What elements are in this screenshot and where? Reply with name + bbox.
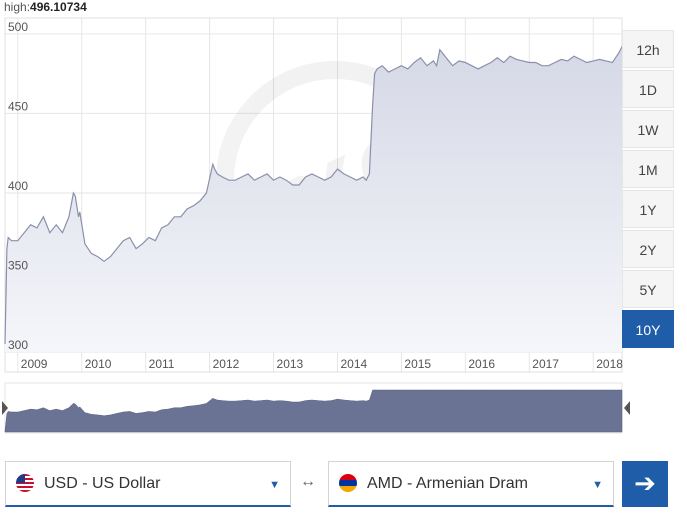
main-series-line [4, 46, 623, 345]
x-axis: 2009 2010 2011 2012 2013 2014 2015 2016 2017 2018 [21, 357, 623, 371]
range-button-1w[interactable]: 1W [622, 110, 674, 148]
x-tick-label: 2018 [596, 357, 623, 371]
range-button-2y[interactable]: 2Y [622, 230, 674, 268]
range-button-1d[interactable]: 1D [622, 70, 674, 108]
high-label: high: [4, 0, 31, 14]
y-tick-label: 350 [8, 258, 28, 272]
x-tick-label: 2013 [277, 357, 304, 371]
swap-arrows-icon[interactable]: ↔ [300, 473, 316, 490]
navigator[interactable] [2, 382, 630, 434]
navigator-right-handle-icon[interactable] [624, 401, 630, 415]
to-currency-select[interactable]: AMD - Armenian Dram ▼ [328, 461, 614, 507]
armenia-flag-icon [339, 474, 357, 492]
x-tick-label: 2009 [21, 357, 48, 371]
chevron-down-icon: ▼ [592, 479, 603, 491]
y-tick-label: 450 [8, 99, 28, 113]
us-flag-icon [16, 474, 34, 492]
y-tick-label: 500 [8, 20, 28, 34]
from-currency-select[interactable]: USD - US Dollar ▼ [5, 461, 291, 507]
chevron-down-icon: ▼ [269, 479, 280, 491]
x-tick-label: 2017 [532, 357, 559, 371]
arrow-right-icon: ➔ [634, 468, 656, 498]
to-currency-label: AMD - Armenian Dram [367, 475, 528, 492]
y-axis: 300 350 400 450 500 [8, 20, 28, 352]
range-button-1y[interactable]: 1Y [622, 190, 674, 228]
high-value: 496.10734 [30, 0, 87, 14]
navigator-series [4, 389, 623, 433]
x-tick-label: 2014 [340, 357, 367, 371]
range-selector: 12h 1D 1W 1M 1Y 2Y 5Y 10Y [622, 30, 674, 350]
y-tick-label: 300 [8, 338, 28, 352]
convert-button[interactable]: ➔ [622, 461, 668, 507]
range-button-12h[interactable]: 12h [622, 30, 674, 68]
x-tick-label: 2015 [404, 357, 431, 371]
x-tick-label: 2016 [468, 357, 495, 371]
y-tick-label: 400 [8, 179, 28, 193]
x-tick-label: 2012 [213, 357, 240, 371]
range-button-5y[interactable]: 5Y [622, 270, 674, 308]
main-series-area [5, 46, 622, 352]
range-button-10y[interactable]: 10Y [622, 310, 674, 348]
from-currency-label: USD - US Dollar [44, 475, 161, 492]
navigator-left-handle-icon[interactable] [2, 401, 8, 415]
range-button-1m[interactable]: 1M [622, 150, 674, 188]
high-readout: high:496.10734 [4, 0, 87, 14]
x-tick-label: 2010 [85, 357, 112, 371]
x-tick-label: 2011 [149, 357, 175, 371]
